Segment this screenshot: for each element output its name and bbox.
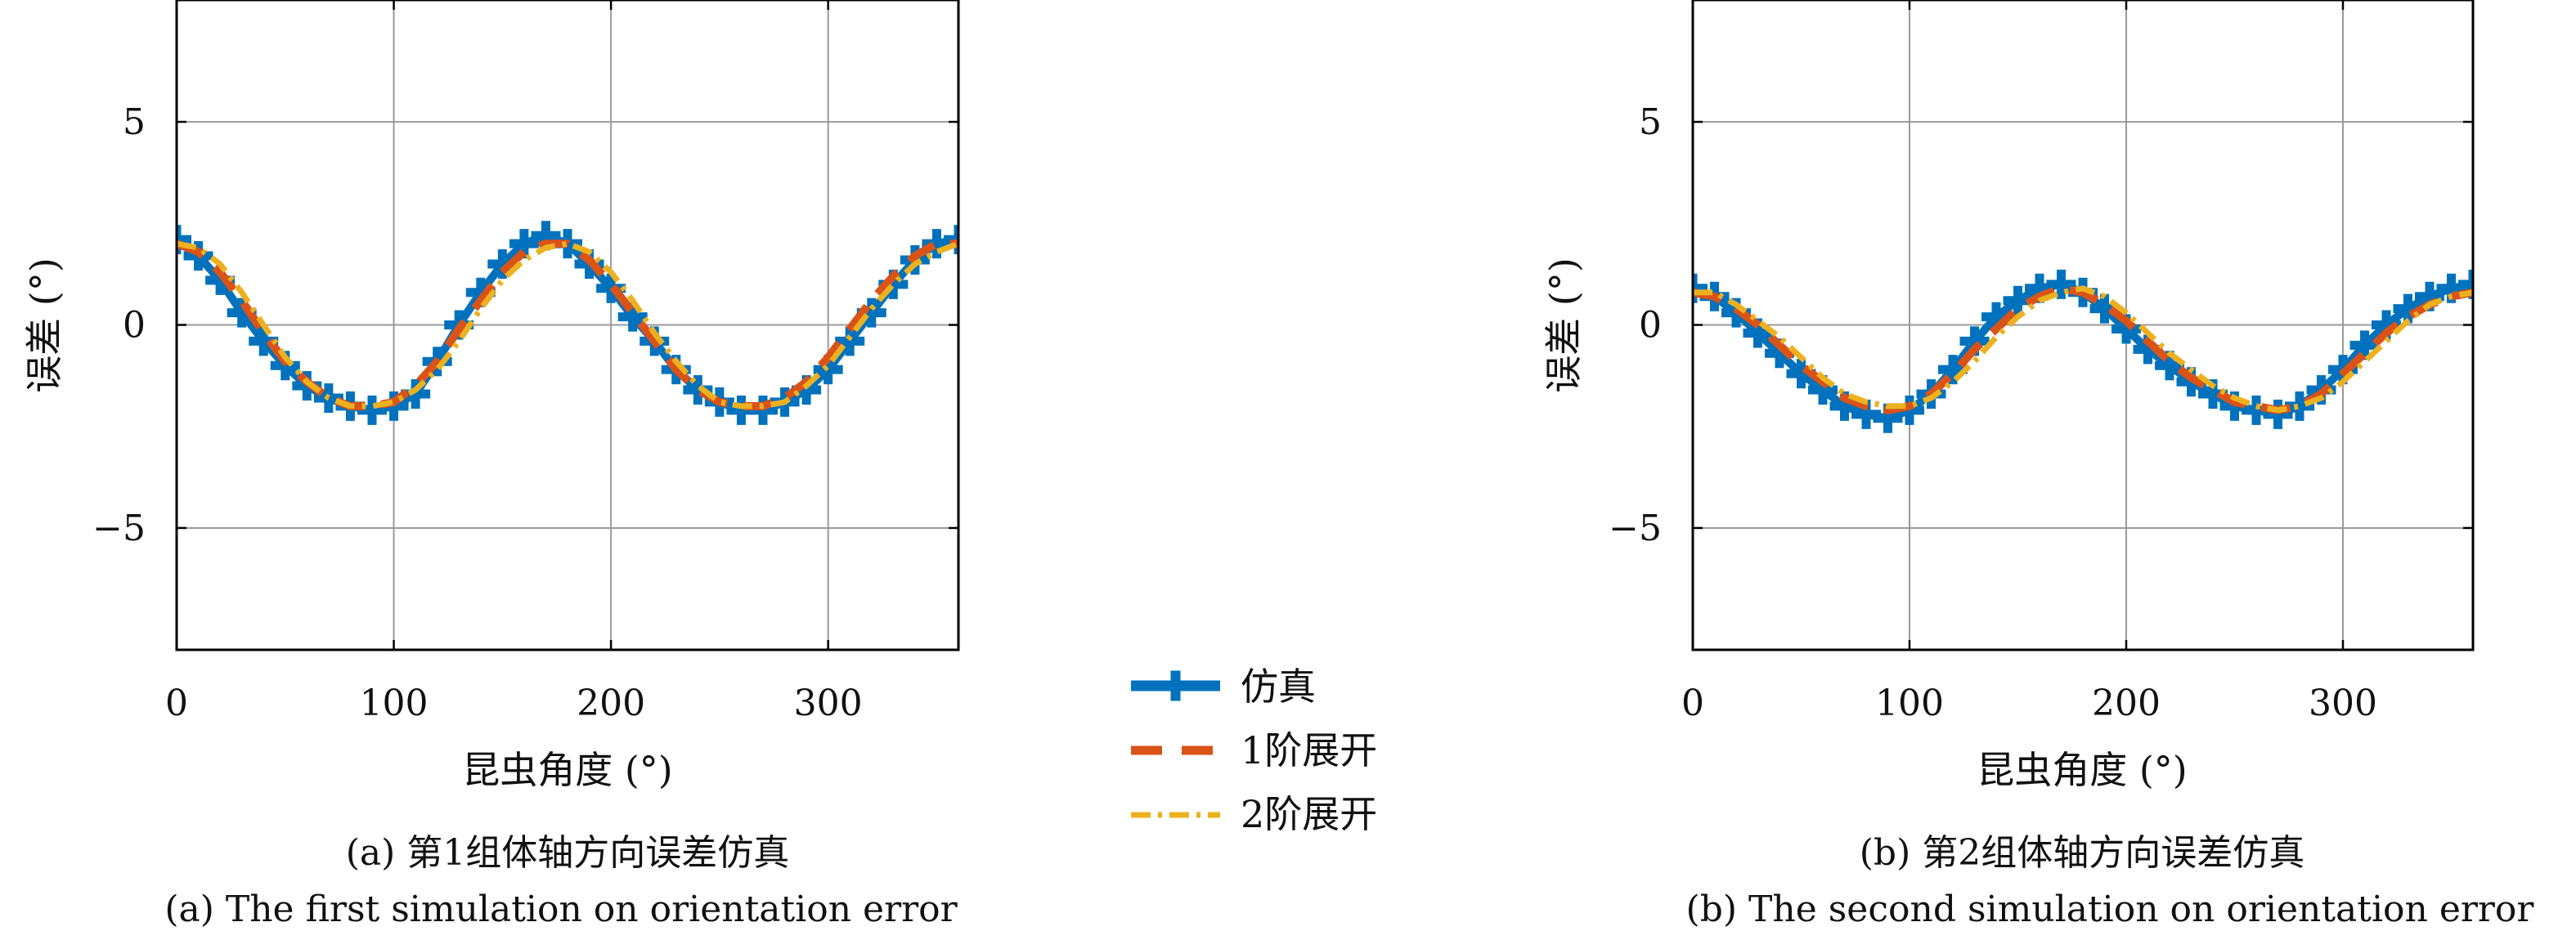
simulation-point-marker bbox=[357, 395, 387, 425]
simulation-point-marker bbox=[177, 225, 191, 255]
x-tick-label: 200 bbox=[577, 683, 645, 724]
panel-a-caption-en: (a) The first simulation on orientation … bbox=[164, 889, 958, 930]
simulation-point-marker bbox=[1938, 355, 1968, 385]
legend-item-second-order: 2阶展开 bbox=[1131, 792, 1377, 836]
panel-a-series bbox=[177, 221, 958, 425]
x-tick-label: 0 bbox=[165, 683, 188, 724]
panel-b-caption-en: (b) The second simulation on orientation… bbox=[1686, 889, 2535, 930]
panel-b-y-axis-label: 误差 (°) bbox=[1542, 257, 1586, 393]
panel-a-grid bbox=[177, 0, 958, 650]
panel-b-series bbox=[1693, 269, 2473, 433]
x-tick-label: 300 bbox=[2309, 683, 2377, 724]
legend-label-simulation: 仿真 bbox=[1241, 665, 1316, 709]
x-tick-label: 200 bbox=[2092, 683, 2161, 724]
panel-b-ticks: 0 100 200 300 5 0 −5 bbox=[1609, 0, 2473, 724]
legend-item-simulation: 仿真 bbox=[1131, 665, 1316, 709]
simulation-point-marker bbox=[2155, 351, 2184, 381]
simulation-point-marker bbox=[509, 229, 539, 259]
panel-a-ticks: 0 100 200 300 5 0 −5 bbox=[92, 0, 958, 724]
x-tick-label: 300 bbox=[794, 683, 863, 724]
panel-a-caption-cn: (a) 第1组体轴方向误差仿真 bbox=[346, 832, 790, 874]
y-tick-label: 0 bbox=[123, 305, 146, 347]
legend-label-second-order: 2阶展开 bbox=[1241, 792, 1377, 836]
panel-a-y-axis-label: 误差 (°) bbox=[22, 257, 66, 393]
panel-b-x-axis-label: 昆虫角度 (°) bbox=[1977, 748, 2188, 792]
legend-label-first-order: 1阶展开 bbox=[1241, 728, 1377, 772]
simulation-point-marker bbox=[1693, 273, 1708, 303]
simulation-point-marker bbox=[2003, 285, 2033, 316]
x-tick-label: 100 bbox=[360, 683, 429, 724]
y-tick-label: −5 bbox=[1609, 508, 1662, 549]
x-tick-label: 0 bbox=[1681, 683, 1704, 724]
series-line-first-order bbox=[1693, 284, 2473, 414]
y-tick-label: 5 bbox=[123, 101, 146, 143]
simulation-point-marker bbox=[617, 302, 648, 332]
legend: 仿真 1阶展开 2阶展开 bbox=[1131, 665, 1377, 836]
panel-b-caption-cn: (b) 第2组体轴方向误差仿真 bbox=[1860, 832, 2304, 874]
simulation-point-marker bbox=[2458, 269, 2473, 299]
panel-a-x-axis-label: 昆虫角度 (°) bbox=[462, 748, 673, 792]
panel-a: 0 100 200 300 5 0 −5 昆虫角度 (°) 误差 (°) (a) 第1组体轴… bbox=[22, 0, 960, 930]
legend-item-first-order: 1阶展开 bbox=[1131, 728, 1377, 772]
panel-b-grid bbox=[1693, 0, 2473, 650]
panel-b: 0 100 200 300 5 0 −5 昆虫角度 (°) 误差 (°) (b) 第2组体轴… bbox=[1542, 0, 2534, 930]
simulation-point-marker bbox=[835, 326, 865, 356]
y-tick-label: −5 bbox=[92, 508, 146, 549]
simulation-point-marker bbox=[2046, 269, 2076, 299]
series-line-second-order bbox=[177, 240, 958, 410]
y-tick-label: 0 bbox=[1639, 305, 1662, 347]
series-line-second-order bbox=[1693, 285, 2473, 414]
y-tick-label: 5 bbox=[1639, 101, 1662, 143]
simulation-point-marker bbox=[2349, 330, 2380, 360]
legend-plus-marker-icon bbox=[1160, 670, 1191, 701]
x-tick-label: 100 bbox=[1875, 683, 1944, 724]
